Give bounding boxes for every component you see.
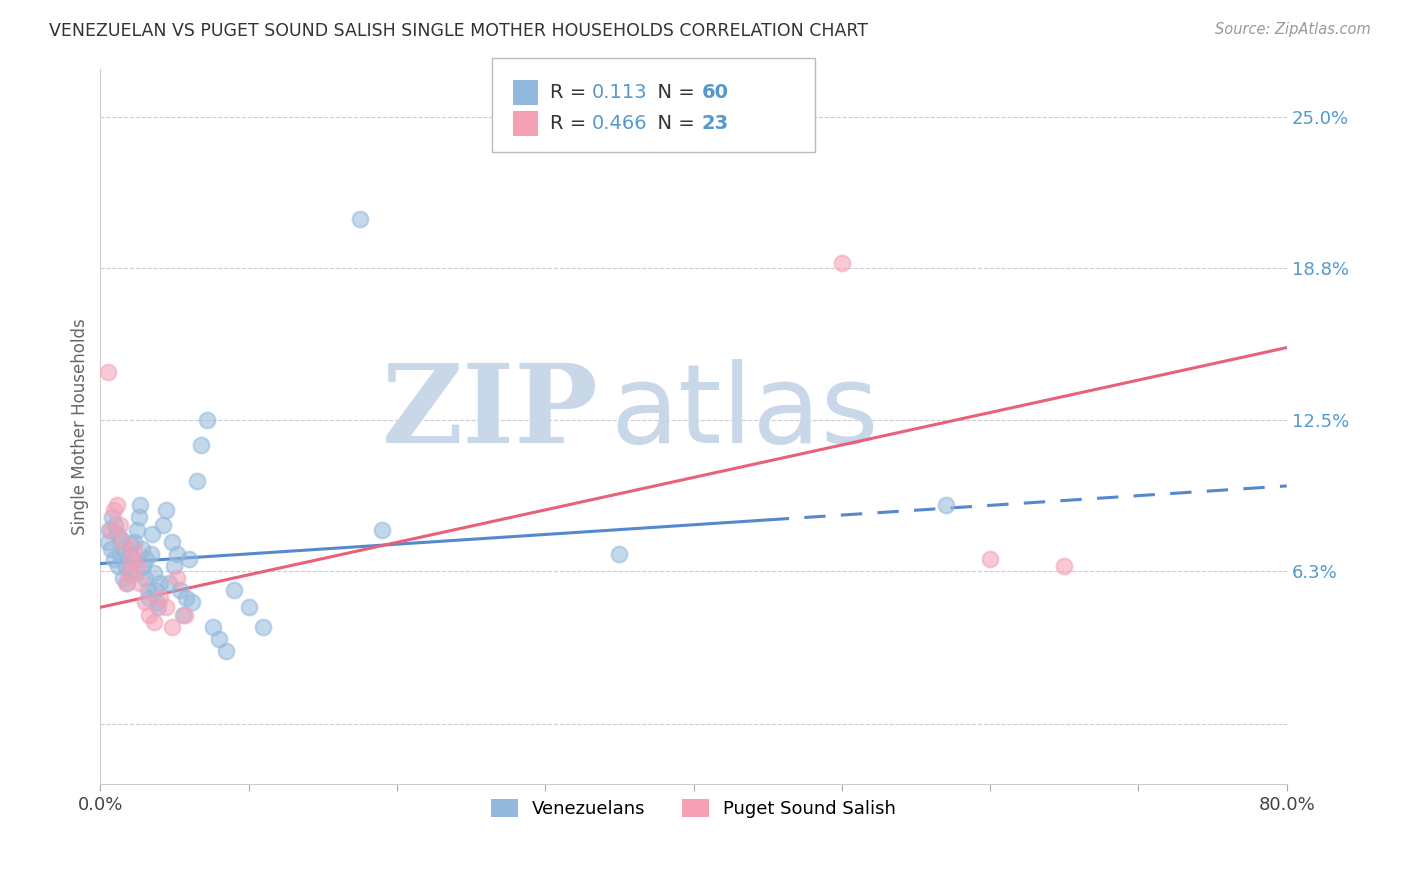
Point [181,595,204,609]
Point [128,510,150,524]
Text: R =: R = [550,83,592,102]
Point [105,499,128,513]
Point [115,576,138,591]
Point [149,576,172,591]
Point [149,591,172,605]
Point [172,607,194,622]
Point [176,591,198,605]
Point [100,523,122,537]
Text: N =: N = [645,114,702,133]
Point [139,547,162,561]
Point [98,523,121,537]
Point [155,503,177,517]
Legend: Venezuelans, Puget Sound Salish: Venezuelans, Puget Sound Salish [484,792,904,825]
Point [125,566,148,581]
Point [121,551,143,566]
Point [135,551,157,566]
Point [117,566,139,581]
Point [160,620,183,634]
Point [143,583,166,598]
Text: 0.466: 0.466 [592,114,648,133]
Point [97,534,120,549]
Point [108,547,131,561]
Point [215,644,238,658]
Point [141,527,163,541]
Point [136,583,159,598]
Point [163,559,186,574]
Point [222,583,245,598]
Point [186,474,208,488]
Text: VENEZUELAN VS PUGET SOUND SALISH SINGLE MOTHER HOUSEHOLDS CORRELATION CHART: VENEZUELAN VS PUGET SOUND SALISH SINGLE … [49,22,869,40]
Point [148,600,170,615]
Point [155,600,177,615]
Point [100,542,122,557]
Text: atlas: atlas [610,359,879,466]
Point [138,607,160,622]
Point [122,551,145,566]
Point [131,542,153,557]
Point [609,547,631,561]
Point [145,595,167,609]
Point [118,547,141,561]
Point [97,365,120,379]
Point [157,576,180,591]
Point [104,517,127,532]
Point [127,523,149,537]
Point [979,551,1001,566]
Point [105,527,128,541]
Point [1053,559,1076,574]
Point [114,559,136,574]
Point [138,591,160,605]
Point [142,615,165,629]
Point [179,551,201,566]
Point [160,534,183,549]
Point [103,503,125,517]
Text: ZIP: ZIP [382,359,599,466]
Point [110,533,132,547]
Point [190,438,212,452]
Point [127,559,149,574]
Text: 0.113: 0.113 [592,83,648,102]
Point [117,564,139,578]
Point [173,607,195,622]
Point [134,571,156,585]
Point [108,517,131,532]
Point [134,595,156,609]
Point [166,547,188,561]
Point [349,211,371,226]
Point [252,620,274,634]
Point [129,576,152,591]
Text: 23: 23 [702,114,728,133]
Text: R =: R = [550,114,592,133]
Y-axis label: Single Mother Households: Single Mother Households [72,318,89,535]
Point [166,571,188,585]
Text: N =: N = [645,83,702,102]
Point [208,632,231,646]
Point [103,551,125,566]
Point [238,600,260,615]
Point [124,542,146,557]
Point [371,523,394,537]
Point [129,499,152,513]
Point [132,559,155,574]
Point [107,559,129,574]
Point [111,534,134,549]
Point [935,499,957,513]
Point [195,413,218,427]
Text: Source: ZipAtlas.com: Source: ZipAtlas.com [1215,22,1371,37]
Point [202,620,225,634]
Point [124,534,146,549]
Point [152,517,174,532]
Point [114,576,136,591]
Point [121,537,143,551]
Point [101,510,124,524]
Point [112,542,135,557]
Point [111,571,134,585]
Text: 60: 60 [702,83,728,102]
Point [142,566,165,581]
Point [169,583,191,598]
Point [831,255,853,269]
